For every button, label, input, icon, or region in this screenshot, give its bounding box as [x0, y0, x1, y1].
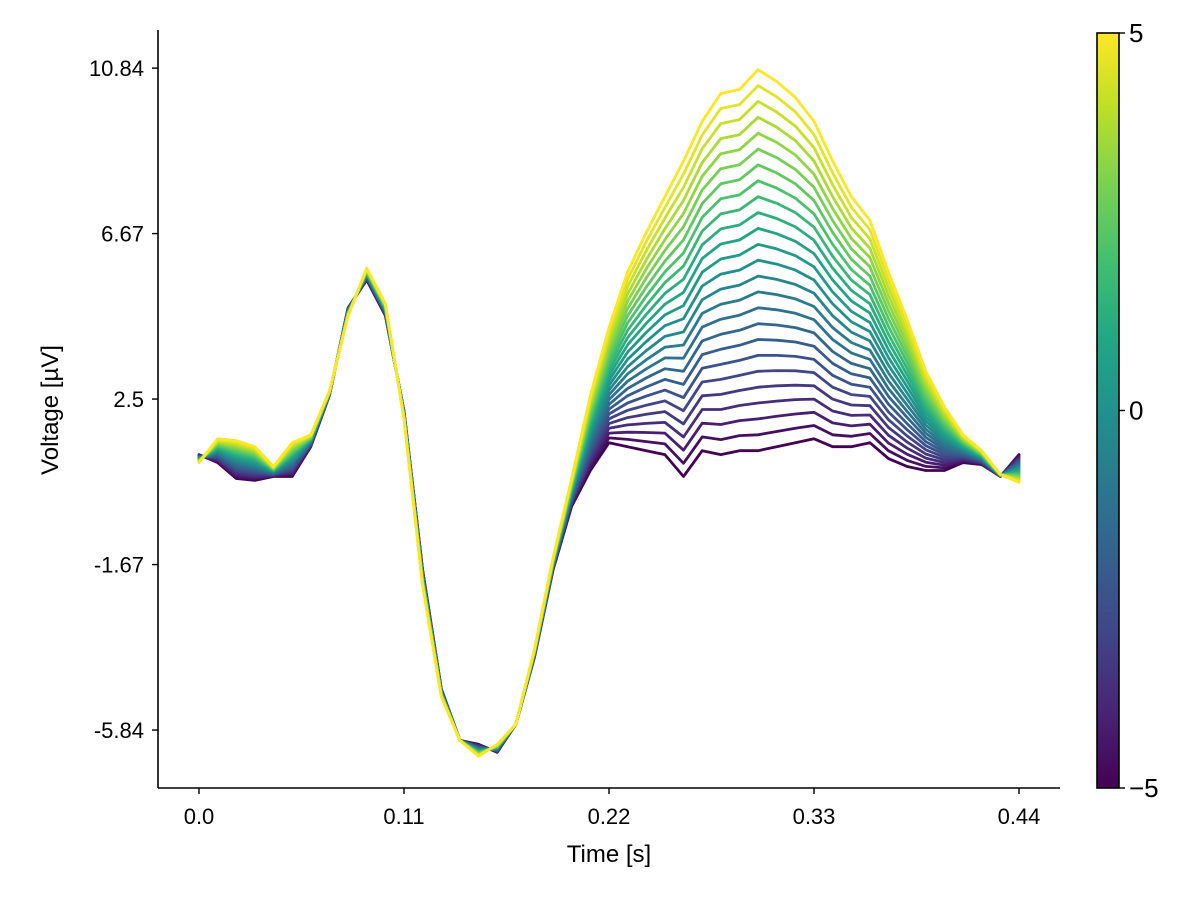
x-tick-label: 0.0: [184, 804, 215, 829]
series-line-17: [197, 195, 1021, 754]
y-tick-label: 2.5: [113, 387, 144, 412]
y-tick-label: -1.67: [94, 553, 144, 578]
y-tick-label: -5.84: [94, 718, 144, 743]
y-tick-label: 10.84: [89, 56, 144, 81]
x-axis-ticks: 0.0 0.11 0.22 0.33 0.44: [184, 788, 1041, 829]
series-line-18: [197, 179, 1021, 755]
y-axis-label: Voltage [µV]: [37, 345, 64, 475]
x-tick-label: 0.44: [998, 804, 1041, 829]
series-line-19: [197, 163, 1021, 755]
y-axis-ticks: -5.84 -1.67 2.5 6.67 10.84: [89, 56, 158, 743]
colorbar-tick-label: 5: [1129, 18, 1143, 48]
x-tick-label: 0.11: [383, 804, 424, 829]
series-line-22: [197, 115, 1021, 757]
x-tick-label: 0.22: [588, 804, 631, 829]
y-tick-label: 6.67: [101, 222, 144, 247]
series-lines: [197, 68, 1021, 758]
series-line-20: [197, 147, 1021, 756]
x-axis-label: Time [s]: [567, 841, 651, 868]
colorbar-tick-label: 0: [1129, 396, 1143, 426]
colorbar-ticks: 5 0 −5: [1119, 18, 1159, 803]
colorbar: [1097, 33, 1119, 788]
colorbar-tick-label: −5: [1129, 773, 1159, 803]
x-tick-label: 0.33: [793, 804, 836, 829]
series-line-25: [197, 68, 1021, 758]
